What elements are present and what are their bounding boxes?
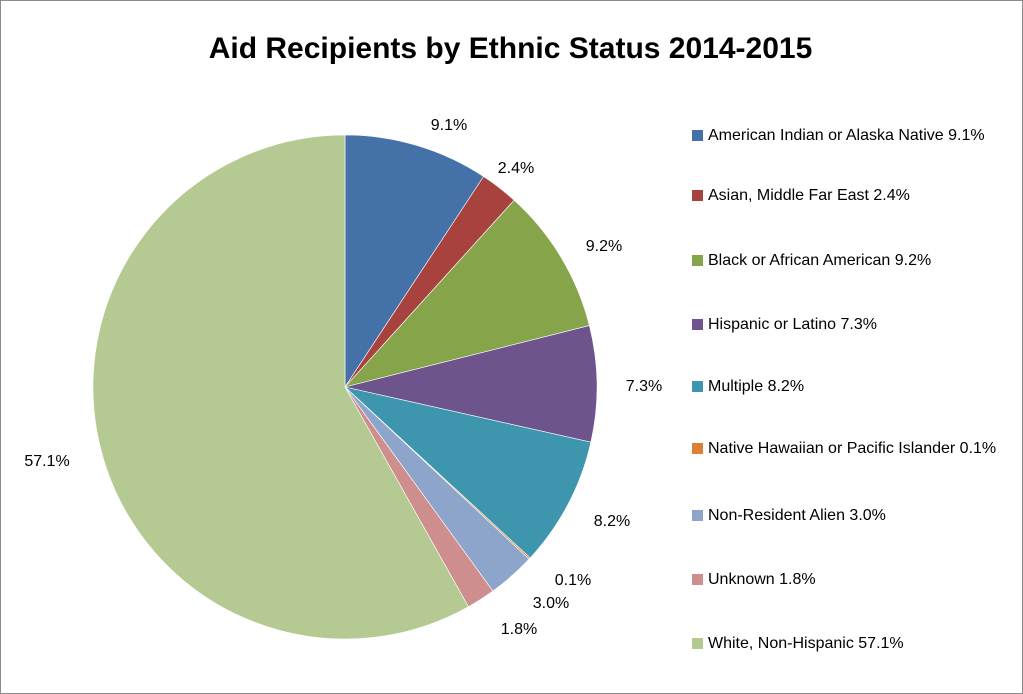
legend-label: Non-Resident Alien 3.0% (708, 507, 886, 524)
legend-swatch (692, 381, 703, 392)
data-label: 0.1% (555, 572, 591, 589)
data-label: 1.8% (501, 621, 537, 638)
legend-label: Black or African American 9.2% (708, 252, 932, 269)
data-label: 3.0% (533, 595, 569, 612)
legend-swatch (692, 574, 703, 585)
legend-label: Asian, Middle Far East 2.4% (708, 187, 910, 204)
pie-slice-hispanic-or-latino (344, 325, 598, 443)
pie-slice-multiple (343, 386, 592, 559)
legend-item: Multiple 8.2% (692, 376, 1012, 398)
pie-slices (92, 134, 598, 640)
pie-slice-black-or-african-american (344, 199, 590, 388)
pie-slice-white-non-hispanic (92, 134, 469, 640)
legend-swatch (692, 319, 703, 330)
legend-swatch (692, 255, 703, 266)
data-label: 9.2% (586, 238, 622, 255)
legend-item: Asian, Middle Far East 2.4% (692, 185, 1012, 207)
legend-label: Hispanic or Latino 7.3% (708, 316, 877, 333)
legend-label: Multiple 8.2% (708, 378, 805, 395)
data-label: 7.3% (626, 378, 662, 395)
legend-label: American Indian or Alaska Native 9.1% (708, 127, 985, 144)
legend-label: Unknown 1.8% (708, 571, 816, 588)
legend-swatch (692, 510, 703, 521)
legend-item: American Indian or Alaska Native 9.1% (692, 125, 1012, 147)
data-label: 57.1% (24, 453, 69, 470)
data-label: 9.1% (431, 117, 467, 134)
legend-label: Native Hawaiian or Pacific Islander 0.1% (708, 440, 997, 457)
legend-item: Hispanic or Latino 7.3% (692, 314, 1012, 336)
data-label: 2.4% (498, 160, 534, 177)
legend-item: Black or African American 9.2% (692, 250, 1012, 272)
legend-swatch (692, 443, 703, 454)
legend-label: White, Non-Hispanic 57.1% (708, 635, 904, 652)
legend-swatch (692, 190, 703, 201)
legend-item: Unknown 1.8% (692, 569, 1012, 591)
legend-item: Non-Resident Alien 3.0% (692, 505, 1012, 527)
chart-title: Aid Recipients by Ethnic Status 2014-201… (208, 32, 813, 65)
pie-data-labels: 9.1% 2.4% 9.2% 7.3% 8.2% 0.1% 3.0% 1.8% 57.1% (24, 117, 662, 638)
data-label: 8.2% (594, 513, 630, 530)
legend-swatch (692, 130, 703, 141)
legend-item: White, Non-Hispanic 57.1% (692, 633, 1012, 655)
legend-swatch (692, 638, 703, 649)
legend-item: Native Hawaiian or Pacific Islander 0.1% (692, 438, 1012, 460)
pie-slice-american-indian-or-alaska-native (344, 134, 484, 389)
